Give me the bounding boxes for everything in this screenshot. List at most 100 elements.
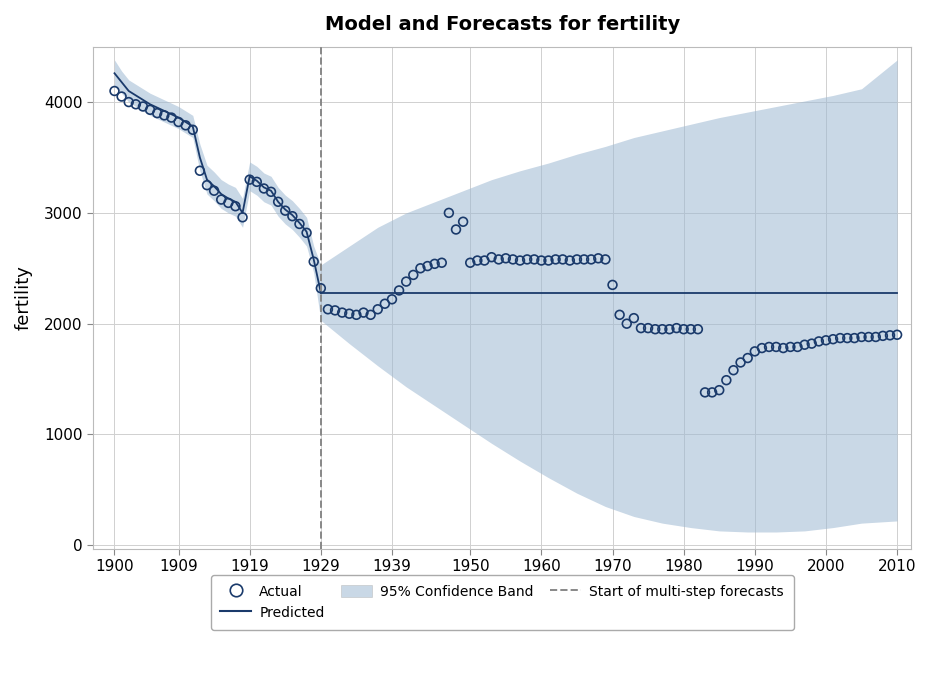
Point <box>221 197 236 209</box>
Point <box>363 309 378 321</box>
Point <box>306 256 321 267</box>
Point <box>563 255 578 266</box>
Point <box>463 257 478 268</box>
Point <box>243 174 258 186</box>
Point <box>129 99 144 110</box>
Point <box>413 262 428 274</box>
Point <box>890 329 905 340</box>
Point <box>420 260 435 272</box>
Point <box>512 255 527 266</box>
Point <box>157 110 172 121</box>
Point <box>740 352 755 363</box>
Point <box>854 331 869 342</box>
Point <box>186 124 201 135</box>
Point <box>818 335 833 346</box>
Point <box>883 330 898 341</box>
Point <box>121 97 136 108</box>
Point <box>555 254 570 265</box>
Point <box>278 205 293 216</box>
Point <box>377 298 392 309</box>
Point <box>626 312 641 323</box>
Point <box>690 323 705 335</box>
Point <box>812 336 827 347</box>
Point <box>335 307 350 318</box>
Legend: Actual, Predicted, 95% Confidence Band, Start of multi-step forecasts: Actual, Predicted, 95% Confidence Band, … <box>211 575 794 629</box>
Point <box>299 228 314 239</box>
Point <box>257 183 272 194</box>
Point <box>320 304 335 315</box>
Point <box>534 255 549 266</box>
Point <box>598 254 613 265</box>
Point <box>861 331 876 342</box>
Point <box>698 387 713 398</box>
Y-axis label: fertility: fertility <box>15 265 33 330</box>
Point <box>292 218 307 230</box>
X-axis label: year: year <box>482 585 522 603</box>
Point <box>491 254 506 265</box>
Point <box>427 258 442 270</box>
Point <box>206 185 221 196</box>
Point <box>271 196 285 207</box>
Point <box>356 307 371 318</box>
Point <box>634 323 648 334</box>
Point <box>527 254 542 265</box>
Point <box>605 279 620 290</box>
Point <box>683 323 698 335</box>
Point <box>797 339 812 350</box>
Point <box>192 165 207 176</box>
Point <box>263 186 278 197</box>
Point <box>761 342 776 353</box>
Point <box>406 270 421 281</box>
Point <box>149 108 164 119</box>
Point <box>676 323 691 335</box>
Point <box>875 330 890 342</box>
Point <box>135 101 150 112</box>
Point <box>577 254 592 265</box>
Point <box>520 254 535 265</box>
Point <box>641 323 656 334</box>
Point <box>591 253 606 264</box>
Point <box>455 216 470 228</box>
Point <box>548 254 563 265</box>
Point <box>826 334 841 345</box>
Point <box>620 318 634 329</box>
Point <box>726 365 741 376</box>
Point <box>790 342 805 353</box>
Point <box>392 285 407 296</box>
Point <box>769 342 784 353</box>
Point <box>349 309 364 321</box>
Point <box>285 211 299 222</box>
Point <box>569 254 584 265</box>
Point <box>804 338 819 349</box>
Point <box>755 342 770 354</box>
Point <box>869 331 884 342</box>
Point <box>712 384 727 395</box>
Point <box>449 224 464 235</box>
Point <box>434 257 449 268</box>
Point <box>470 255 485 266</box>
Point <box>648 323 662 335</box>
Point <box>341 308 356 319</box>
Point <box>719 374 734 386</box>
Point <box>249 176 264 188</box>
Point <box>214 194 229 205</box>
Point <box>776 342 791 354</box>
Point <box>747 346 762 357</box>
Point <box>235 211 250 223</box>
Point <box>164 112 179 123</box>
Point <box>107 85 122 97</box>
Point <box>584 254 599 265</box>
Point <box>669 323 684 334</box>
Point <box>847 332 862 344</box>
Point <box>441 207 456 218</box>
Point <box>498 253 513 264</box>
Point <box>313 283 328 294</box>
Point <box>783 342 798 353</box>
Point <box>655 323 670 335</box>
Point <box>384 294 399 305</box>
Title: Model and Forecasts for fertility: Model and Forecasts for fertility <box>325 15 680 34</box>
Point <box>541 255 556 266</box>
Point <box>506 254 521 265</box>
Point <box>398 276 413 287</box>
Point <box>662 323 677 335</box>
